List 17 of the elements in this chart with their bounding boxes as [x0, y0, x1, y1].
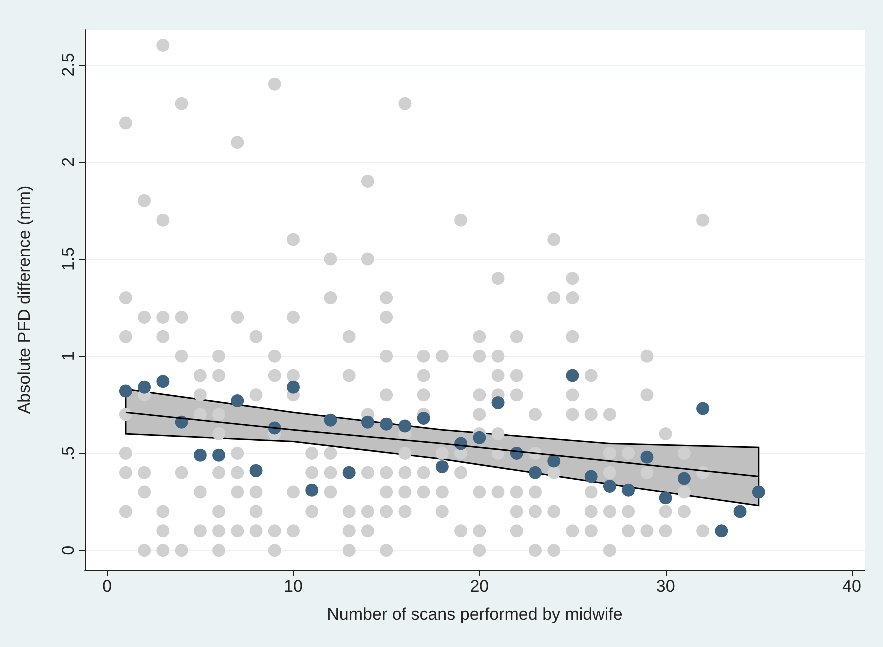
point	[156, 375, 170, 388]
y-tick-label: 1.5	[59, 247, 78, 272]
x-tick-label: 20	[470, 577, 490, 596]
point	[715, 524, 728, 538]
point	[566, 369, 580, 382]
y-tick-label: 2	[59, 157, 78, 167]
y-tick-label: 1	[59, 352, 78, 362]
point	[734, 505, 747, 518]
x-tick-label: 30	[656, 577, 676, 596]
y-tick-label: 2.5	[59, 53, 78, 77]
x-axis-title: Number of scans performed by midwife	[327, 605, 623, 624]
x-tick-label: 0	[102, 577, 112, 596]
y-tick-label: .5	[59, 446, 78, 461]
x-tick-label: 10	[284, 577, 303, 596]
x-tick-label: 40	[842, 577, 862, 596]
y-tick-label: 0	[59, 546, 78, 556]
y-axis-title: Absolute PFD difference (mm)	[15, 186, 34, 414]
